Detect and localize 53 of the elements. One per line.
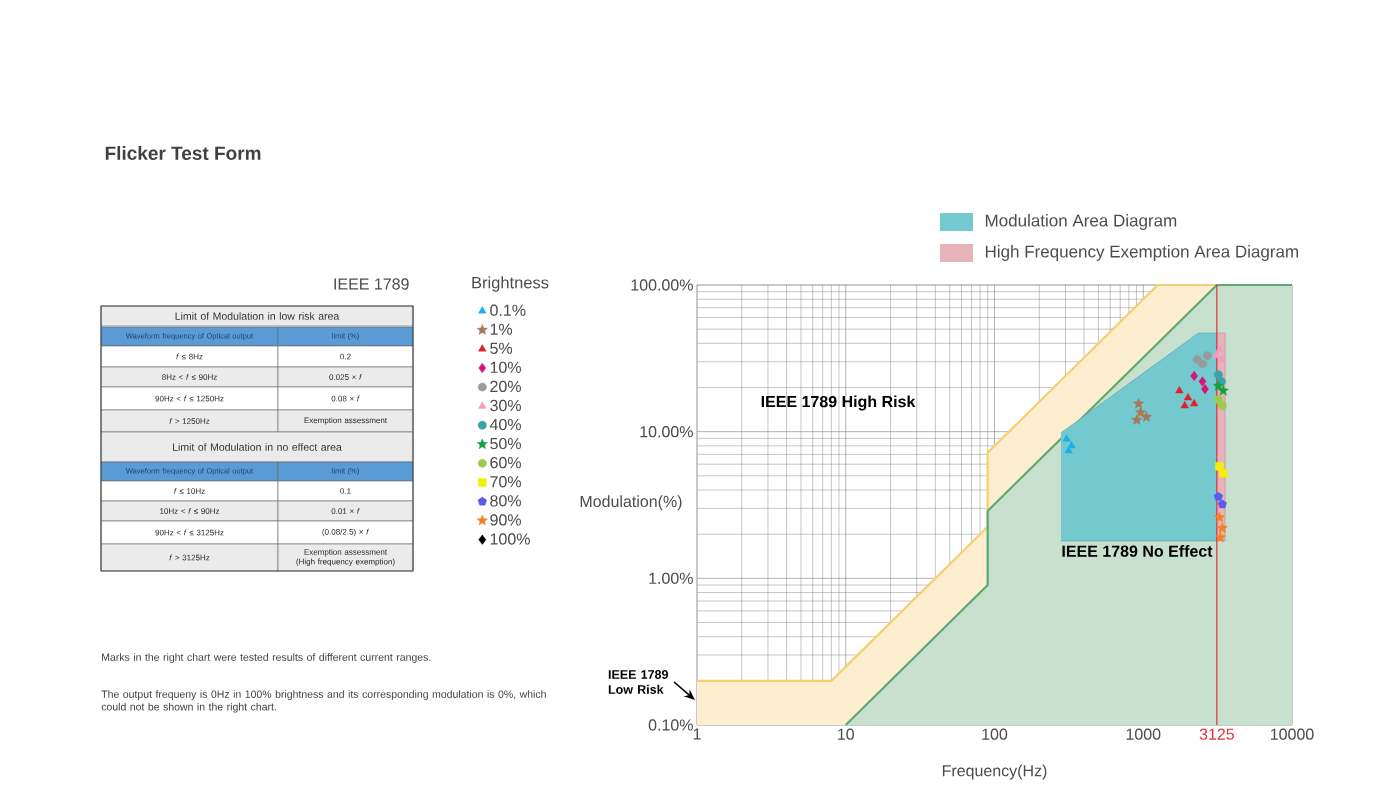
- x-tick-label: 100: [982, 728, 1008, 740]
- legend-label: 100%: [490, 533, 530, 545]
- text: 90Hz < f ≤ 3125Hz: [155, 529, 224, 536]
- x-axis-title: Frequency(Hz): [942, 764, 1047, 780]
- legend-label: 10%: [490, 361, 521, 373]
- text: 0.2: [340, 353, 351, 360]
- text: Marks in the right chart were tested results of different current ranges.: [102, 653, 431, 663]
- text: IEEE 1789: [334, 278, 409, 290]
- legend-label: 90%: [490, 514, 521, 526]
- y-tick-label: 1.00%: [649, 572, 693, 584]
- legend-label: 40%: [489, 418, 521, 431]
- text: Flicker Test Form: [105, 146, 261, 160]
- x-tick-label: 1: [693, 728, 701, 740]
- text: 90Hz < f ≤ 1250Hz: [155, 395, 224, 402]
- x-tick-label: 10: [838, 728, 855, 740]
- legend-label: 60%: [490, 457, 521, 469]
- legend-label: High Frequency Exemption Area Diagram: [985, 245, 1299, 261]
- text: 0.08 × f: [331, 395, 360, 402]
- legend-label: 5%: [490, 342, 513, 354]
- x-tick-label: 10000: [1270, 728, 1314, 740]
- text: 10Hz < f ≤ 90Hz: [160, 508, 220, 514]
- y-tick-label: 100.00%: [631, 279, 693, 291]
- x-tick-label: 1000: [1126, 728, 1161, 740]
- text: Exemption assessment (High frequency exemption): [296, 548, 395, 567]
- legend-label: 0.1%: [490, 304, 526, 316]
- text: f > 1250Hz: [169, 418, 210, 424]
- text: 0.01 × f: [331, 508, 360, 514]
- annotation: IEEE 1789 No Effect: [1062, 545, 1213, 557]
- text: Limit of Modulation in no effect area: [173, 443, 342, 451]
- y-axis-title: Modulation(%): [580, 495, 682, 511]
- legend-label: 50%: [490, 437, 521, 450]
- legend-label: Modulation Area Diagram: [985, 214, 1177, 230]
- text: f ≤ 10Hz: [174, 488, 205, 494]
- legend-label: 20%: [490, 380, 521, 393]
- x-tick-label: 3125: [1199, 728, 1234, 740]
- text: Limit of Modulation in low risk area: [175, 312, 340, 320]
- annotation: IEEE 1789 High Risk: [761, 395, 916, 411]
- text: 0.1: [340, 488, 351, 494]
- text: (0.08/2.5) × f: [322, 528, 370, 537]
- text: f ≤ 8Hz: [176, 353, 203, 360]
- text: The output frequeny is 0Hz in 100% brightness and its corresponding modulation is 0%, which could not be shown in the right chart.: [101, 690, 546, 713]
- y-tick-label: 10.00%: [640, 426, 693, 438]
- text: Exemption assessment: [304, 417, 388, 425]
- legend-title: Brightness: [472, 276, 549, 292]
- text: f > 3125Hz: [169, 554, 210, 561]
- legend-label: 30%: [490, 399, 521, 412]
- legend-label: 80%: [490, 495, 521, 507]
- text: 8Hz < f ≤ 90Hz: [162, 374, 217, 380]
- legend-label: 1%: [490, 323, 513, 335]
- legend-label: 70%: [490, 476, 521, 488]
- text: 0.025 × f: [329, 374, 362, 380]
- y-tick-label: 0.10%: [648, 719, 693, 731]
- text: IEEE 1789 Low Risk: [608, 670, 668, 694]
